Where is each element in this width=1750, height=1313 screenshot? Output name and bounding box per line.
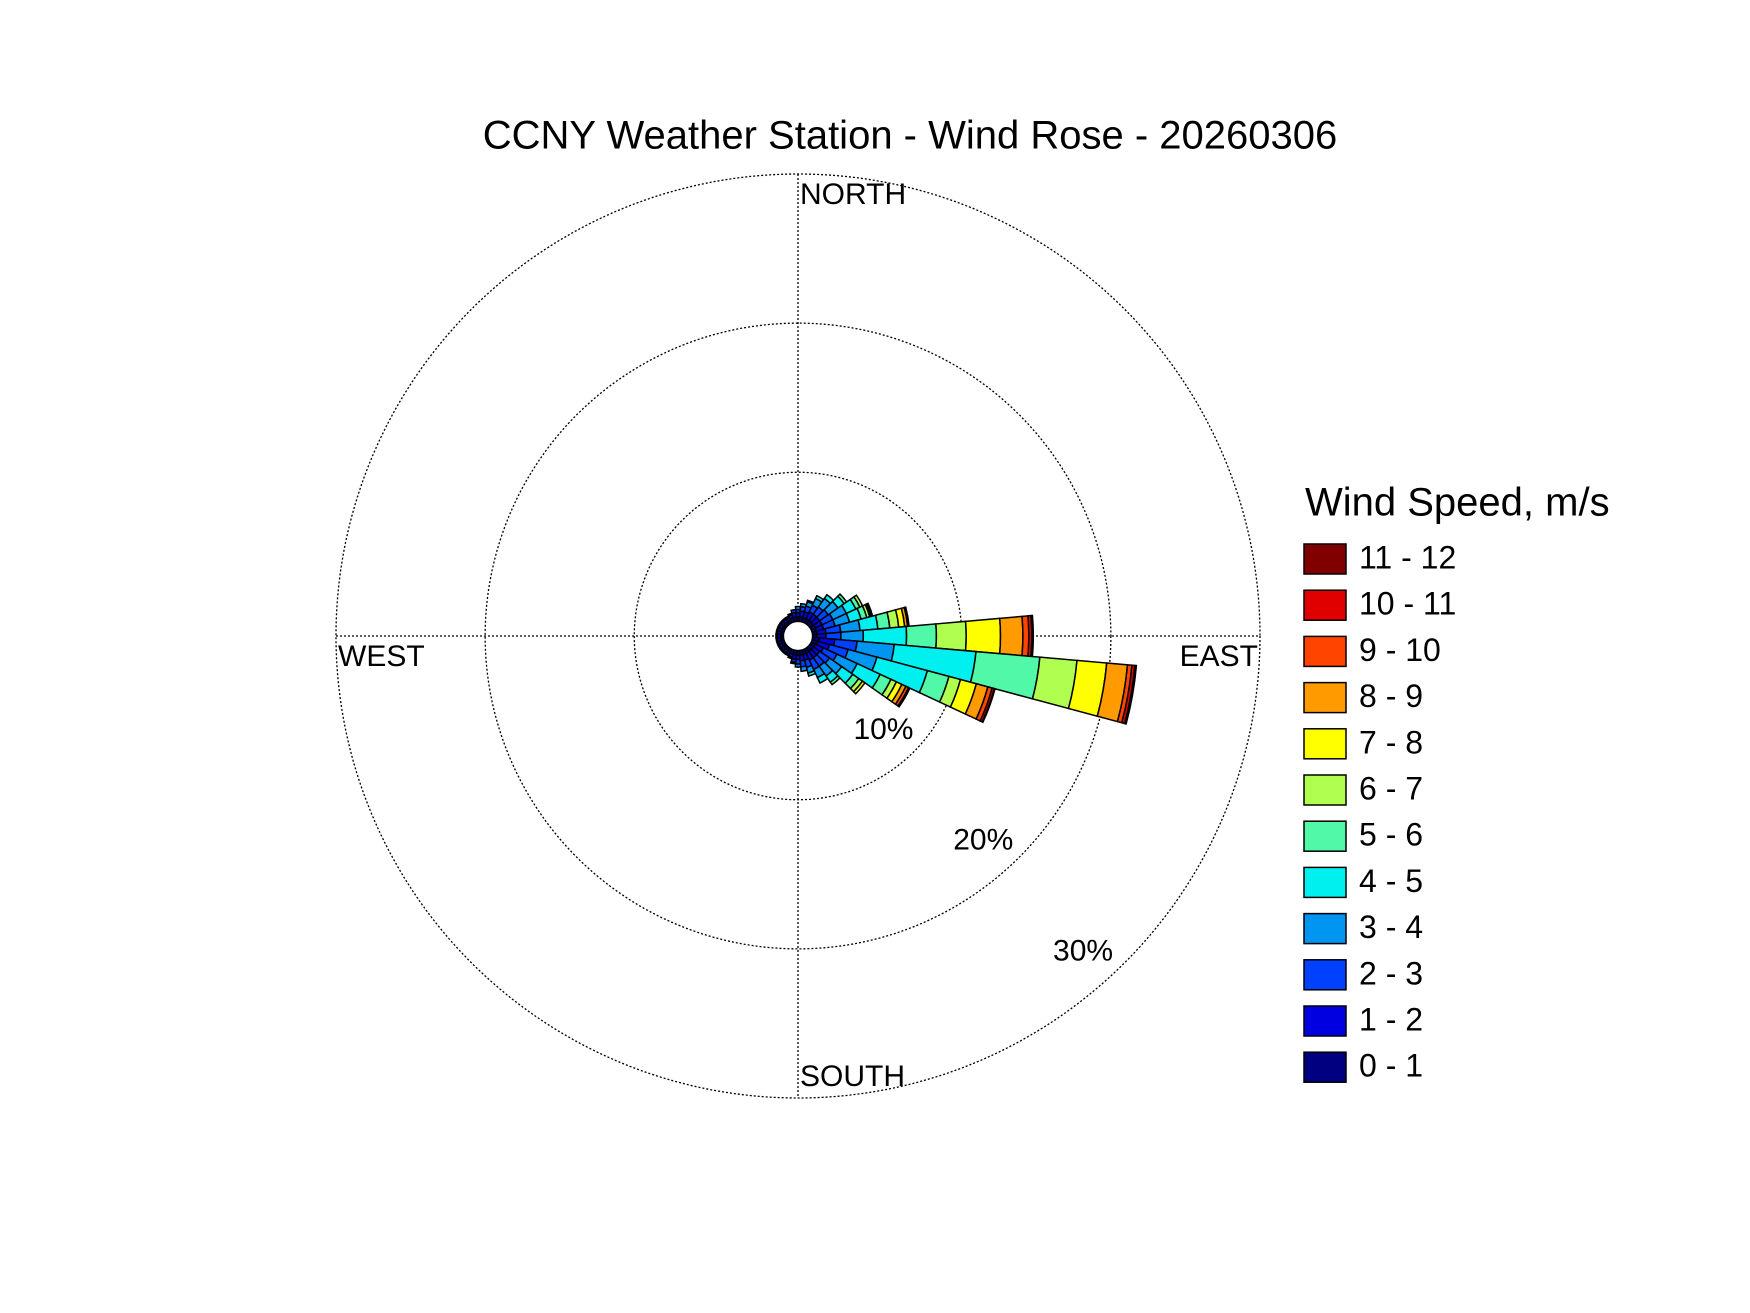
wind-sector (852, 680, 866, 695)
wind-sector (790, 608, 797, 615)
legend-label: 11 - 12 (1359, 539, 1456, 575)
center-hole (782, 620, 814, 652)
direction-label: WEST (338, 640, 425, 673)
legend-label: 5 - 6 (1359, 817, 1423, 853)
legend-title: Wind Speed, m/s (1305, 481, 1610, 525)
wind-sector (807, 669, 817, 677)
direction-label: NORTH (800, 178, 906, 211)
wind-sector (998, 615, 1024, 657)
legend-swatch (1303, 1051, 1347, 1083)
legend-swatch (1303, 774, 1347, 806)
legend-swatch (1303, 543, 1347, 575)
legend-label: 4 - 5 (1359, 863, 1423, 899)
wind-sector (905, 623, 938, 649)
legend-swatch (1303, 912, 1347, 945)
wind-sector (896, 686, 911, 708)
chart-title: CCNY Weather Station - Wind Rose - 20260… (483, 114, 1338, 158)
wind-sector (935, 620, 967, 652)
legend-label: 8 - 9 (1359, 678, 1423, 714)
wind-sector (964, 617, 1002, 655)
legend-swatch (1303, 820, 1347, 852)
legend-swatch (1303, 866, 1347, 899)
wind-sector (794, 663, 802, 668)
legend-swatch (1303, 635, 1347, 668)
direction-label: SOUTH (800, 1060, 905, 1093)
legend-label: 2 - 3 (1359, 955, 1423, 991)
wind-sector (799, 665, 809, 673)
legend-swatch (1303, 589, 1347, 621)
wind-sector (1030, 614, 1035, 658)
wind-sector (981, 687, 996, 724)
legend-swatch (1303, 681, 1347, 714)
wind-sector (829, 674, 842, 686)
legend-label: 6 - 7 (1359, 770, 1423, 806)
legend-label: 7 - 8 (1359, 724, 1423, 760)
r-tick-label: 10% (853, 713, 913, 746)
legend-label: 10 - 11 (1359, 586, 1456, 622)
legend-swatch (1303, 959, 1347, 991)
r-tick-label: 30% (1053, 935, 1113, 968)
legend-swatch (1303, 728, 1347, 760)
legend-label: 0 - 1 (1359, 1048, 1423, 1084)
legend-swatch (1303, 1005, 1347, 1037)
legend-label: 9 - 10 (1359, 632, 1441, 668)
wind-sector (789, 660, 797, 665)
r-tick-label: 20% (953, 824, 1013, 857)
wind-sector (1123, 664, 1138, 725)
legend-label: 3 - 4 (1359, 909, 1423, 945)
wind-sector (816, 672, 829, 685)
direction-label: EAST (1180, 640, 1258, 673)
legend-label: 1 - 2 (1359, 1001, 1423, 1037)
